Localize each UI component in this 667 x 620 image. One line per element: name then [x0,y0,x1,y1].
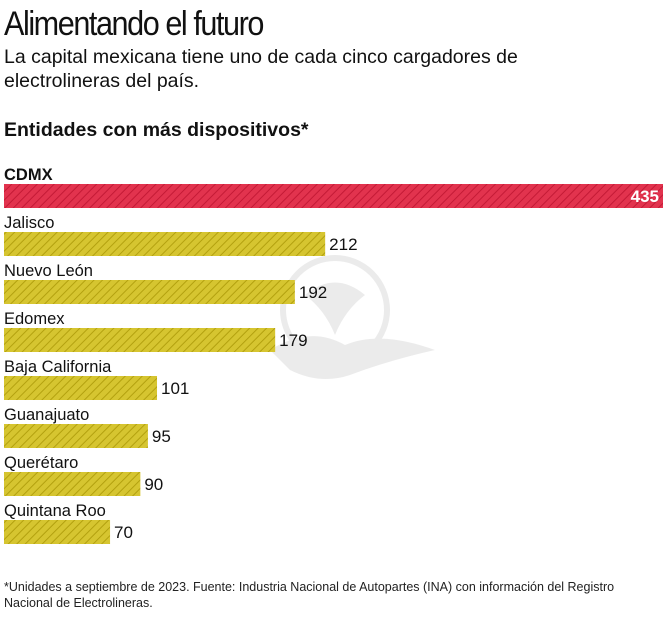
eagle-watermark-icon [270,255,435,379]
category-label: Querétaro [4,454,78,472]
value-label: 90 [144,475,163,494]
value-label: 101 [161,379,189,398]
value-label: 192 [299,283,327,302]
bar-cdmx [4,184,663,208]
category-label: Nuevo León [4,262,93,280]
category-label: CDMX [4,166,53,184]
footnote: *Unidades a septiembre de 2023. Fuente: … [4,580,615,610]
section-title: Entidades con más dispositivos* [4,119,309,141]
bar-jalisco [4,232,326,256]
category-label: Quintana Roo [4,502,106,520]
chart-title: Alimentando el futuro [4,5,264,43]
category-label: Guanajuato [4,406,89,424]
bar-chart: CDMX 435 Jalisco 212 Nuevo León 192 Edomex 179 B… [4,166,663,544]
bar-edomex [4,328,276,352]
category-label: Baja California [4,358,112,376]
value-label: 179 [279,331,307,350]
category-label: Edomex [4,310,65,328]
bar-quintana-roo [4,520,111,544]
bar-querétaro [4,472,141,496]
value-label: 70 [114,523,133,542]
bar-baja-california [4,376,158,400]
value-label: 212 [329,235,357,254]
value-label: 95 [152,427,171,446]
value-label: 435 [631,187,659,206]
bar-guanajuato [4,424,148,448]
bar-nuevo-león [4,280,295,304]
category-label: Jalisco [4,214,54,232]
chart-subtitle: La capital mexicana tiene uno de cada ci… [4,46,518,92]
